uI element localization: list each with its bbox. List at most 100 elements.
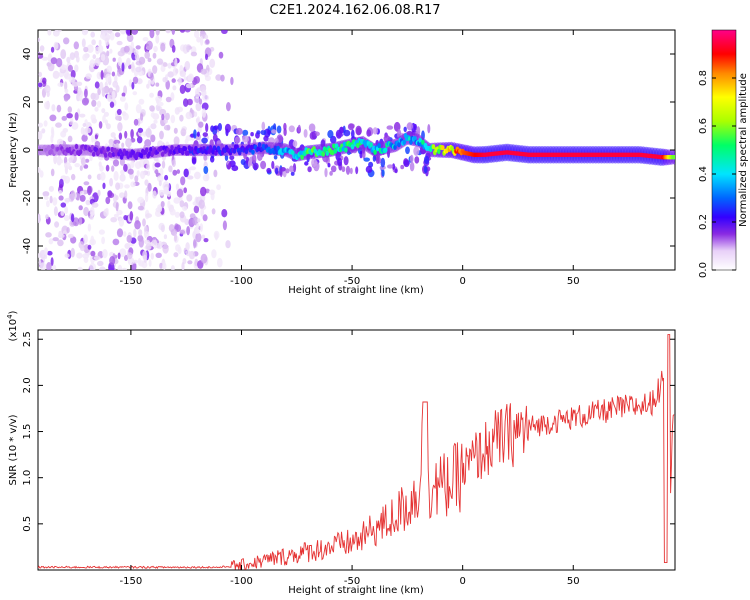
noise-blob (283, 122, 287, 131)
ridge-core (180, 149, 185, 156)
noise-blob (423, 165, 428, 174)
noise-blob (167, 200, 171, 209)
noise-blob (106, 50, 110, 57)
ridge-core (333, 148, 338, 154)
noise-blob (50, 46, 55, 53)
ridge-core (350, 144, 355, 150)
noise-blob (160, 224, 165, 233)
noise-blob (47, 62, 55, 72)
noise-blob (64, 162, 71, 170)
noise-blob (64, 81, 68, 91)
noise-blob (83, 234, 88, 244)
noise-blob (52, 197, 58, 206)
ridge-core (373, 149, 377, 155)
noise-blob (121, 62, 125, 72)
noise-blob (329, 171, 333, 176)
top-x-ticks: -150 -100 -50 0 50 (120, 30, 580, 287)
noise-blob (89, 59, 96, 68)
noise-blob (90, 250, 96, 257)
bottom-y-ticks: 0.5 1.0 1.5 2.0 2.5 (22, 331, 675, 532)
ridge-core (300, 154, 304, 160)
noise-blob (386, 125, 394, 130)
ridge-core (149, 146, 153, 152)
noise-blob (292, 163, 297, 173)
ridge-core (673, 155, 675, 160)
ridge-core (159, 145, 164, 151)
noise-blob (155, 252, 162, 258)
bottom-y-multiplier: (x104) (6, 310, 19, 341)
noise-blob (71, 173, 76, 181)
noise-blob (103, 208, 109, 217)
noise-blob (171, 159, 176, 167)
noise-blob (74, 112, 79, 121)
noise-blob (51, 104, 56, 112)
noise-blob (126, 235, 133, 243)
noise-blob (94, 81, 100, 89)
noise-blob (140, 113, 144, 121)
noise-blob (166, 190, 171, 197)
noise-blob (93, 256, 101, 261)
noise-blob (142, 37, 149, 42)
noise-blob (38, 130, 43, 141)
noise-blob (113, 139, 121, 145)
colorbar-tick-label: 0.0 (698, 262, 709, 278)
noise-blob (41, 56, 49, 61)
ridge-core (139, 153, 144, 159)
noise-blob (150, 112, 156, 118)
noise-blob (78, 205, 83, 211)
noise-blob (200, 186, 207, 197)
noise-blob (103, 111, 109, 117)
noise-blob (71, 81, 79, 87)
noise-blob (345, 165, 351, 175)
ridge-core (421, 139, 425, 145)
noise-blob (152, 190, 157, 199)
noise-blob (339, 126, 344, 134)
bottom-x-ticks: -150 -100 -50 0 50 (120, 330, 580, 587)
noise-blob (70, 213, 75, 223)
noise-blob (87, 223, 92, 232)
noise-blob (196, 223, 200, 229)
noise-blob (90, 235, 95, 246)
noise-blob (119, 248, 127, 257)
x-tick-label: -100 (230, 276, 253, 287)
noise-blob (101, 32, 106, 41)
ridge-core (325, 150, 330, 156)
noise-blob (271, 160, 275, 170)
x-tick-label: -100 (230, 576, 253, 587)
noise-blob (179, 84, 186, 94)
noise-blob (153, 119, 158, 124)
noise-blob (123, 215, 128, 221)
noise-blob (267, 130, 272, 135)
noise-blob (179, 211, 185, 219)
noise-blob (60, 210, 65, 216)
noise-blob (200, 208, 205, 217)
noise-blob (94, 57, 101, 67)
noise-blob (152, 65, 158, 74)
ridge-core (91, 151, 96, 157)
spectrogram-panel: -150 -100 -50 0 50 -40 -20 0 20 40 Height of str… (8, 29, 676, 296)
ridge-core (377, 142, 381, 149)
y-tick-label: -20 (22, 190, 33, 206)
noise-blob (107, 30, 113, 34)
noise-blob (186, 175, 194, 180)
noise-blob (77, 266, 83, 270)
noise-blob (159, 108, 167, 116)
noise-blob (209, 58, 216, 68)
noise-blob (93, 93, 100, 101)
noise-blob (175, 244, 181, 252)
noise-blob (222, 220, 227, 231)
noise-blob (202, 94, 210, 101)
ridge-core (273, 145, 278, 151)
noise-blob (154, 169, 159, 175)
noise-blob (174, 211, 181, 218)
noise-blob (164, 174, 169, 181)
noise-blob (403, 126, 407, 132)
noise-blob (38, 167, 41, 173)
noise-blob (118, 217, 125, 227)
noise-blob (174, 232, 177, 242)
noise-blob (91, 135, 95, 143)
colorbar-tick-label: 0.2 (698, 214, 709, 230)
ridge-core (57, 150, 61, 156)
noise-blob (154, 162, 161, 168)
noise-blob (343, 156, 349, 166)
